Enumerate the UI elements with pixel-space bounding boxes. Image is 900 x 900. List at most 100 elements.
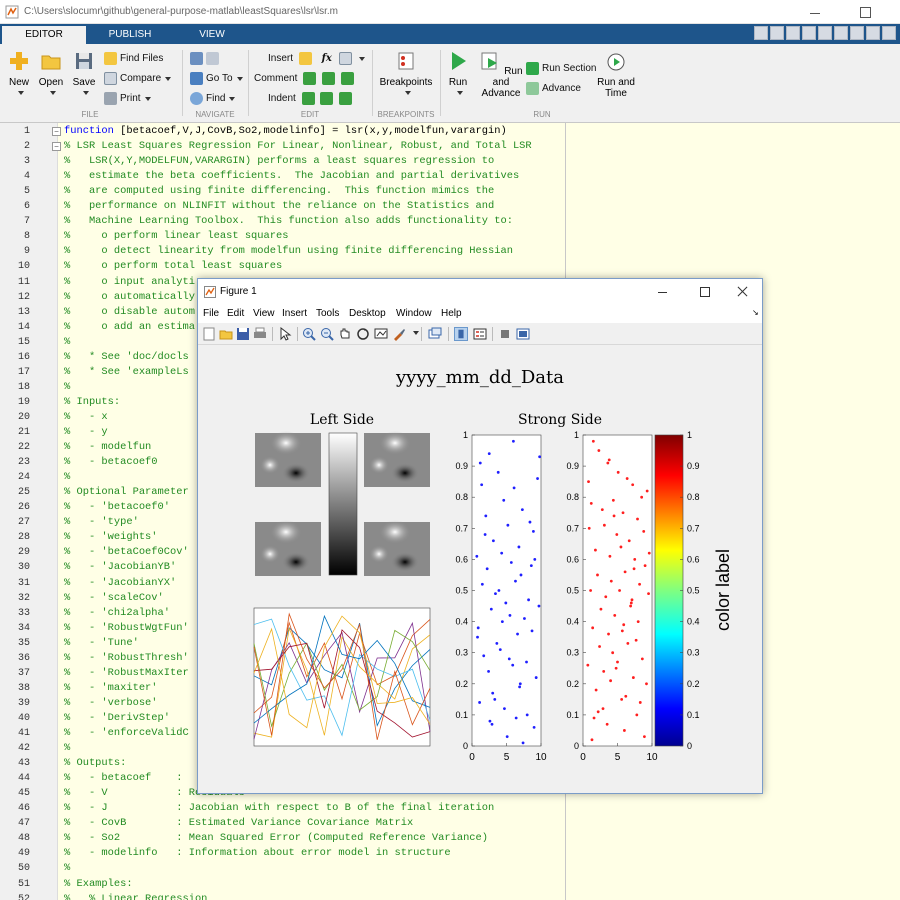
code-line[interactable]: % - x — [64, 410, 108, 423]
insert-colorbar-icon[interactable] — [454, 327, 468, 341]
code-line[interactable]: % Inputs: — [64, 395, 121, 408]
code-line[interactable]: % - 'weights' — [64, 531, 158, 544]
menu-insert[interactable]: Insert — [282, 308, 308, 319]
code-line[interactable]: % — [64, 742, 71, 755]
figure-maximize-button[interactable] — [692, 282, 718, 302]
run-and-advance-button[interactable]: Run and Advance — [478, 50, 524, 99]
menu-dock-arrow-icon[interactable]: ↘ — [752, 308, 759, 317]
code-line[interactable]: % Outputs: — [64, 757, 127, 770]
figure-window[interactable]: Figure 1 File Edit View Insert Tools Des… — [197, 278, 763, 794]
open-button[interactable]: Open — [36, 50, 66, 99]
data-cursor-icon[interactable] — [374, 327, 388, 341]
zoom-in-icon[interactable] — [302, 327, 316, 341]
zoom-out-icon[interactable] — [320, 327, 334, 341]
tab-publish[interactable]: PUBLISH — [108, 29, 152, 40]
new-figure-icon[interactable] — [202, 327, 216, 341]
code-line[interactable]: % — [64, 862, 71, 875]
code-line[interactable]: % - J : Jacobian with respect to B of th… — [64, 802, 495, 815]
maximize-button[interactable] — [850, 2, 880, 22]
switch-windows-icon[interactable] — [866, 26, 880, 40]
rotate-3d-icon[interactable] — [356, 327, 370, 341]
code-line[interactable]: % Machine Learning Toolbox. This functio… — [64, 215, 513, 228]
save-figure-icon[interactable] — [236, 327, 250, 341]
insert-button[interactable]: Insert fx — [268, 52, 365, 65]
indent-button[interactable]: Indent — [268, 92, 355, 105]
code-line[interactable]: % - 'RobustThresh' — [64, 651, 189, 664]
code-line[interactable]: % - So2 : Mean Squared Error (Computed R… — [64, 832, 489, 845]
open-file-icon[interactable] — [219, 327, 233, 341]
code-line[interactable]: % - modelfun — [64, 441, 152, 454]
undo-icon[interactable] — [834, 26, 848, 40]
link-plot-icon[interactable] — [428, 327, 442, 341]
menu-edit[interactable]: Edit — [227, 308, 245, 319]
compare-button[interactable]: Compare — [104, 72, 172, 85]
code-fold-toggle[interactable]: − — [52, 127, 61, 136]
show-plot-tools-icon[interactable] — [516, 327, 530, 341]
run-and-time-button[interactable]: Run and Time — [596, 50, 636, 99]
code-fold-toggle[interactable]: − — [52, 142, 61, 152]
code-line[interactable]: % - 'betaCoef0Cov' — [64, 546, 189, 559]
print-figure-icon[interactable] — [253, 327, 267, 341]
code-line[interactable]: % - 'RobustMaxIter — [64, 666, 189, 679]
code-line[interactable]: function [betacoef,V,J,CovB,So2,modelinf… — [64, 124, 507, 139]
figure-close-button[interactable] — [730, 282, 756, 302]
print-button[interactable]: Print — [104, 92, 151, 105]
menu-file[interactable]: File — [203, 308, 220, 319]
code-line[interactable]: % * See 'doc/docls — [64, 350, 189, 363]
code-line[interactable]: % - 'RobustWgtFun' — [64, 621, 189, 634]
code-line[interactable]: % - 'Tune' — [64, 636, 139, 649]
cut-icon[interactable] — [786, 26, 800, 40]
comment-button[interactable]: Comment — [254, 72, 357, 85]
code-line[interactable]: % - CovB : Estimated Variance Covariance… — [64, 817, 414, 830]
code-line[interactable]: % Examples: — [64, 877, 133, 890]
code-line[interactable]: % - betacoef0 — [64, 456, 158, 469]
menu-tools[interactable]: Tools — [316, 308, 340, 319]
code-line[interactable]: % — [64, 335, 71, 348]
copy-icon[interactable] — [802, 26, 816, 40]
code-line[interactable]: % - y — [64, 426, 108, 438]
code-line[interactable]: % — [64, 471, 71, 484]
code-line[interactable]: % - 'JacobianYB' — [64, 561, 177, 574]
code-line[interactable]: % Optional Parameter — [64, 486, 189, 499]
code-line[interactable]: % - 'enforceValidC — [64, 727, 189, 739]
menu-window[interactable]: Window — [396, 308, 432, 319]
tab-view[interactable]: VIEW — [199, 29, 225, 40]
code-line[interactable]: % are computed using finite differencing… — [64, 185, 495, 198]
code-line[interactable]: % performance on NLINFIT without the rel… — [64, 200, 495, 213]
run-button[interactable]: Run — [444, 50, 472, 99]
back-forward-buttons[interactable] — [190, 52, 222, 65]
code-line[interactable]: % — [64, 380, 71, 393]
figure-minimize-button[interactable] — [650, 282, 676, 302]
code-line[interactable]: % - 'scaleCov' — [64, 591, 164, 604]
fx-button[interactable]: fx — [321, 53, 332, 65]
code-line[interactable]: % estimate the beta coefficients. The Ja… — [64, 170, 520, 183]
code-line[interactable]: % - 'maxiter' — [64, 681, 158, 694]
code-line[interactable]: % - modelinfo : Information about error … — [64, 847, 451, 860]
edit-plot-arrow-icon[interactable] — [278, 327, 292, 341]
code-line[interactable]: % % Linear Regression — [64, 892, 208, 900]
figure-canvas[interactable]: yyyy_mm_dd_Data Left Side Strong Side — [198, 345, 762, 793]
code-line[interactable]: % * See 'exampleLs — [64, 365, 189, 378]
code-line[interactable]: % LSR Least Squares Regression For Linea… — [64, 140, 532, 153]
save-icon[interactable] — [770, 26, 784, 40]
code-line[interactable]: % - betacoef : — [64, 772, 183, 785]
code-line[interactable]: % o automatically — [64, 290, 195, 303]
code-line[interactable]: % LSR(X,Y,MODELFUN,VARARGIN) performs a … — [64, 155, 495, 168]
code-line[interactable]: % o perform total least squares — [64, 260, 283, 273]
menu-help[interactable]: Help — [441, 308, 462, 319]
code-line[interactable]: % - 'verbose' — [64, 696, 158, 709]
breakpoints-button[interactable]: Breakpoints — [378, 50, 434, 99]
code-line[interactable]: % - 'DerivStep' — [64, 711, 171, 724]
find-files-button[interactable]: Find Files — [104, 52, 163, 65]
minimize-button[interactable] — [800, 2, 830, 22]
code-line[interactable]: % o input analyti — [64, 275, 195, 288]
code-line[interactable]: % o perform linear least squares — [64, 230, 289, 243]
code-line[interactable]: % - 'type' — [64, 516, 139, 529]
code-line[interactable]: % o add an estima — [64, 320, 195, 333]
menu-view[interactable]: View — [253, 308, 275, 319]
code-line[interactable]: % - 'JacobianYX' — [64, 576, 177, 589]
new-button[interactable]: New — [4, 50, 34, 99]
go-to-button[interactable]: Go To — [190, 72, 243, 85]
pan-hand-icon[interactable] — [338, 327, 352, 341]
find-button[interactable]: Find — [190, 92, 236, 105]
